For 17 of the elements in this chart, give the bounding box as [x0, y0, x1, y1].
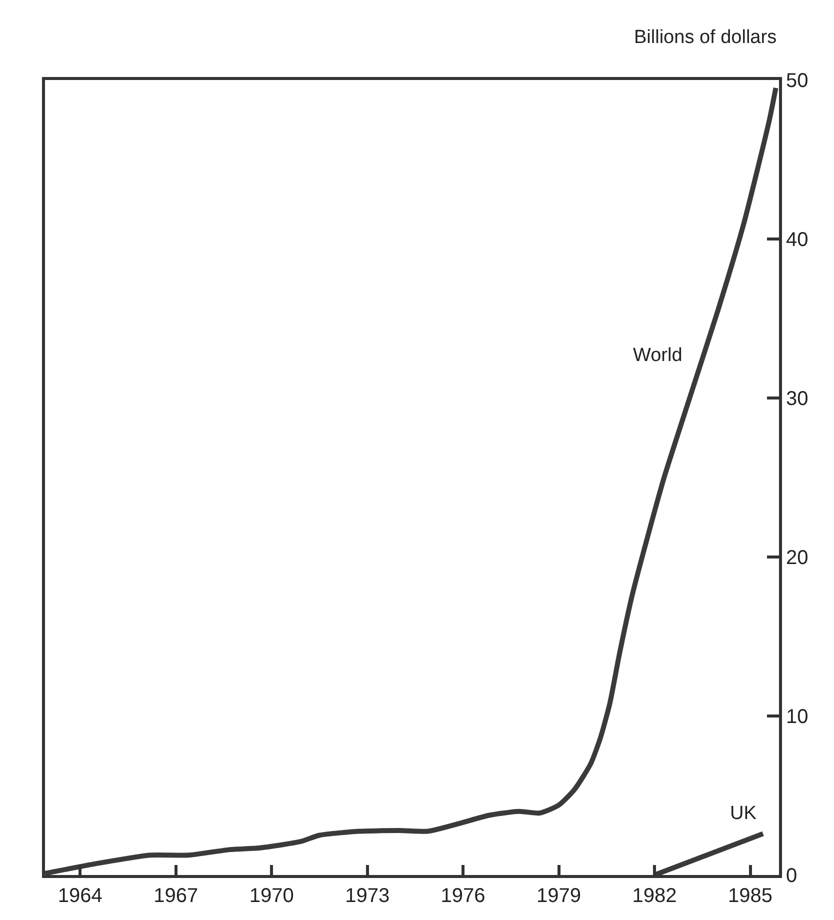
x-tick-label: 1982 — [632, 885, 677, 907]
y-tick-label: 20 — [786, 547, 808, 569]
y-tick-label: 0 — [786, 865, 798, 887]
series-label: UK — [730, 803, 757, 824]
y-tick-label: 40 — [786, 229, 808, 251]
x-tick-label: 1976 — [440, 885, 486, 907]
y-tick-label: 30 — [786, 388, 808, 410]
series-label: World — [633, 345, 682, 366]
x-tick-label: 1964 — [58, 885, 102, 907]
x-tick-label: 1979 — [536, 885, 582, 907]
y-tick-label: 10 — [786, 706, 808, 728]
x-tick-label: 1967 — [154, 885, 198, 907]
x-tick-label: 1985 — [728, 885, 773, 907]
y-tick-label: 50 — [786, 70, 808, 92]
y-axis-title: Billions of dollars — [634, 27, 777, 48]
x-tick-label: 1973 — [345, 885, 390, 907]
x-tick-label: 1970 — [249, 885, 294, 907]
